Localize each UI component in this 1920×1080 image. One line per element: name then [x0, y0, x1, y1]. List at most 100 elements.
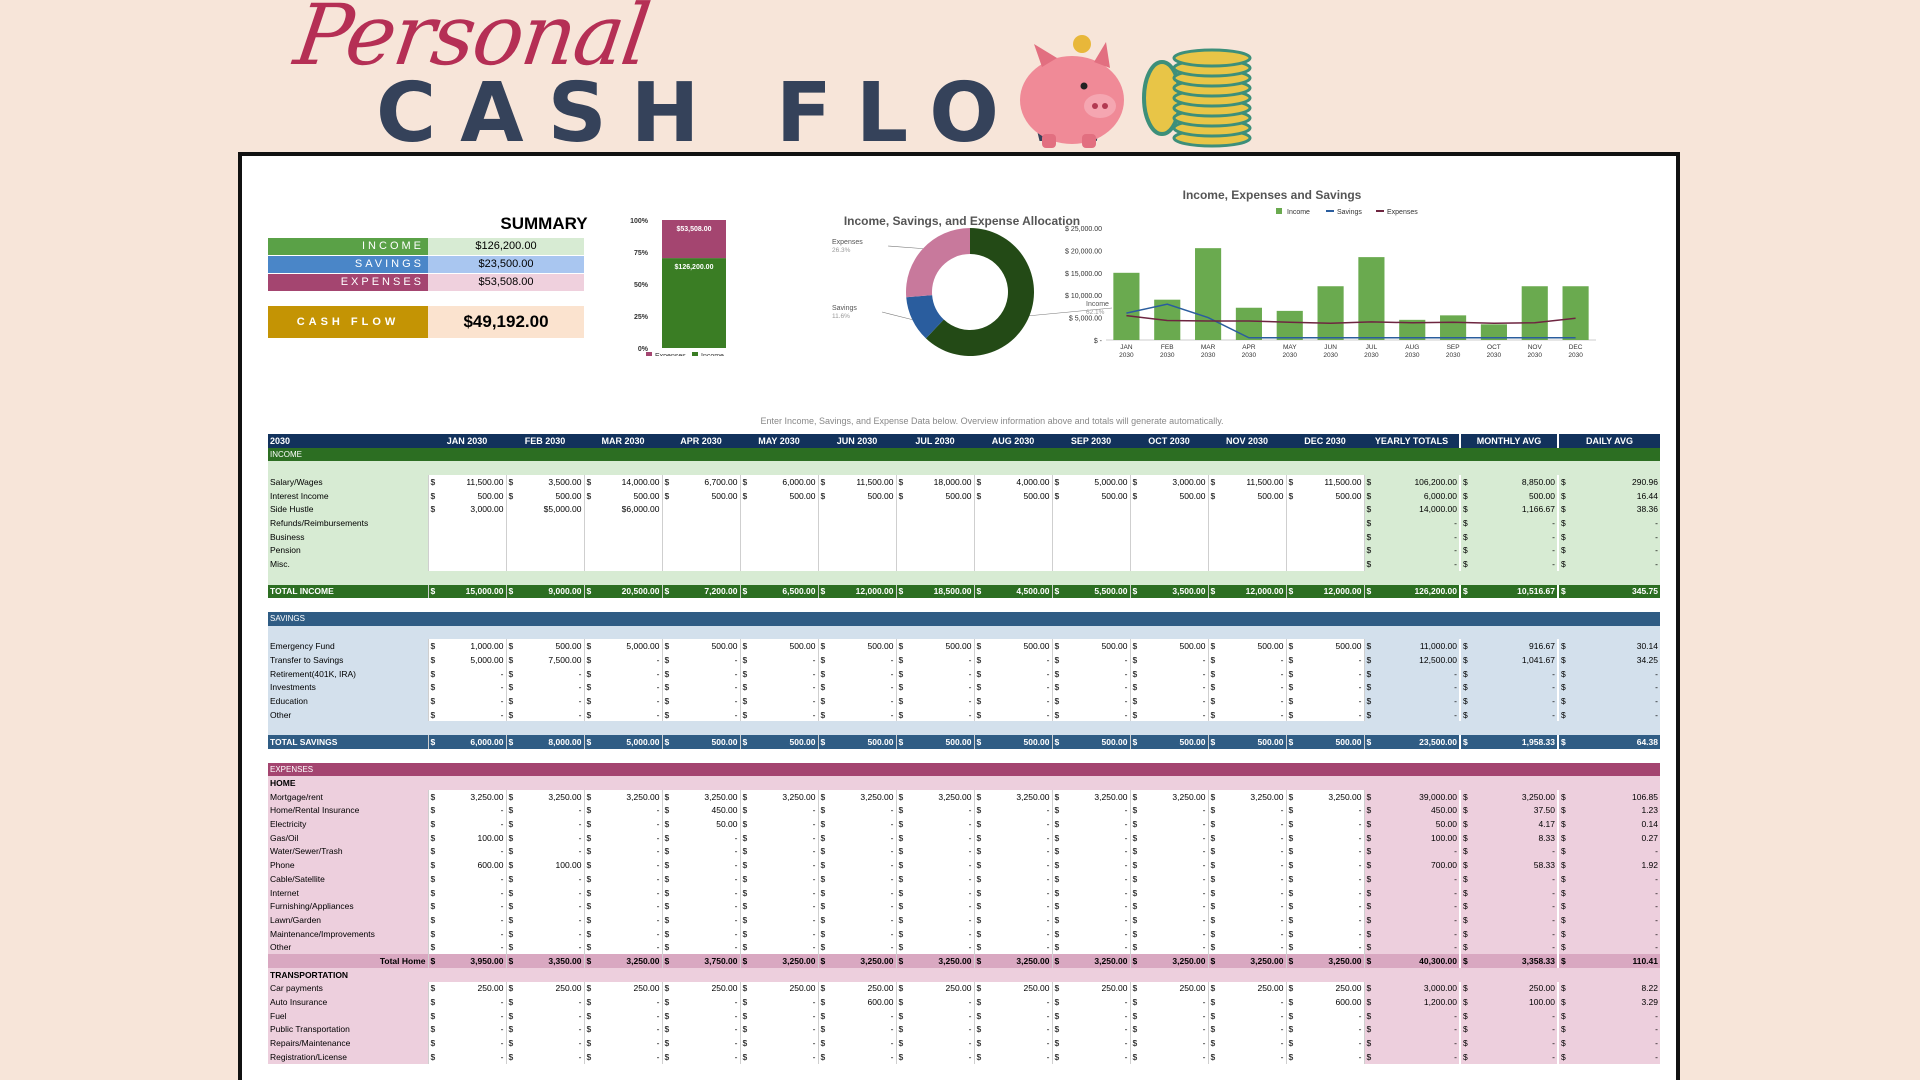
- entry-cell[interactable]: $ -: [1051, 913, 1130, 927]
- entry-cell[interactable]: $ -: [505, 1008, 584, 1023]
- entry-cell[interactable]: $ -: [505, 680, 584, 695]
- entry-cell[interactable]: [661, 529, 740, 544]
- entry-cell[interactable]: $3,000.00: [427, 502, 506, 517]
- entry-cell[interactable]: $ -: [583, 926, 662, 941]
- entry-cell[interactable]: $3,250.00: [1285, 789, 1364, 804]
- entry-cell[interactable]: $ -: [583, 666, 662, 681]
- entry-cell[interactable]: [817, 557, 896, 571]
- entry-cell[interactable]: [895, 502, 974, 517]
- entry-cell[interactable]: [895, 529, 974, 544]
- entry-cell[interactable]: [1051, 543, 1130, 558]
- entry-cell[interactable]: $500.00: [427, 488, 506, 503]
- entry-cell[interactable]: $ -: [973, 817, 1052, 831]
- entry-cell[interactable]: [1207, 502, 1286, 517]
- entry-cell[interactable]: $ -: [739, 872, 818, 886]
- entry-cell[interactable]: $ -: [583, 858, 662, 872]
- entry-cell[interactable]: $ -: [973, 1049, 1052, 1064]
- entry-cell[interactable]: [739, 557, 818, 571]
- entry-cell[interactable]: $ -: [505, 817, 584, 831]
- entry-cell[interactable]: [1129, 543, 1208, 558]
- entry-cell[interactable]: [973, 502, 1052, 517]
- entry-cell[interactable]: $ -: [1129, 680, 1208, 695]
- entry-cell[interactable]: $ -: [505, 1022, 584, 1037]
- entry-cell[interactable]: $ -: [1207, 1036, 1286, 1050]
- entry-cell[interactable]: $ -: [661, 872, 740, 886]
- entry-cell[interactable]: $ -: [973, 666, 1052, 681]
- entry-cell[interactable]: $ -: [973, 830, 1052, 845]
- entry-cell[interactable]: $50.00: [661, 817, 740, 831]
- entry-cell[interactable]: $ -: [973, 885, 1052, 900]
- entry-cell[interactable]: $18,000.00: [895, 475, 974, 489]
- entry-cell[interactable]: $ -: [817, 817, 896, 831]
- entry-cell[interactable]: $ -: [739, 1008, 818, 1023]
- entry-cell[interactable]: [583, 543, 662, 558]
- entry-cell[interactable]: $ -: [583, 899, 662, 914]
- entry-cell[interactable]: $ -: [661, 1036, 740, 1050]
- entry-cell[interactable]: $ -: [895, 680, 974, 695]
- entry-cell[interactable]: $ -: [661, 858, 740, 872]
- entry-cell[interactable]: $ -: [973, 694, 1052, 708]
- entry-cell[interactable]: $ -: [973, 1008, 1052, 1023]
- entry-cell[interactable]: $ -: [1207, 885, 1286, 900]
- entry-cell[interactable]: $ -: [1129, 995, 1208, 1009]
- entry-cell[interactable]: $3,250.00: [505, 789, 584, 804]
- entry-cell[interactable]: $250.00: [739, 981, 818, 996]
- entry-cell[interactable]: $ -: [895, 653, 974, 667]
- entry-cell[interactable]: $ -: [427, 817, 506, 831]
- entry-cell[interactable]: $ -: [1051, 817, 1130, 831]
- entry-cell[interactable]: [973, 557, 1052, 571]
- entry-cell[interactable]: $ -: [739, 680, 818, 695]
- entry-cell[interactable]: $3,250.00: [895, 789, 974, 804]
- entry-cell[interactable]: $100.00: [427, 830, 506, 845]
- entry-cell[interactable]: $ -: [1285, 803, 1364, 818]
- entry-cell[interactable]: $3,250.00: [973, 789, 1052, 804]
- entry-cell[interactable]: $ -: [973, 899, 1052, 914]
- entry-cell[interactable]: $ -: [661, 885, 740, 900]
- entry-cell[interactable]: $ -: [1129, 1022, 1208, 1037]
- entry-cell[interactable]: $ -: [739, 940, 818, 955]
- entry-cell[interactable]: $ -: [583, 707, 662, 722]
- entry-cell[interactable]: $ -: [1051, 899, 1130, 914]
- entry-cell[interactable]: $ -: [1285, 653, 1364, 667]
- entry-cell[interactable]: $ -: [817, 694, 896, 708]
- entry-cell[interactable]: $6,000.00: [739, 475, 818, 489]
- entry-cell[interactable]: $ -: [1051, 1008, 1130, 1023]
- entry-cell[interactable]: $ -: [661, 653, 740, 667]
- entry-cell[interactable]: $ -: [739, 653, 818, 667]
- entry-cell[interactable]: $ -: [817, 653, 896, 667]
- entry-cell[interactable]: $ -: [661, 666, 740, 681]
- entry-cell[interactable]: $500.00: [1207, 639, 1286, 653]
- entry-cell[interactable]: $250.00: [817, 981, 896, 996]
- entry-cell[interactable]: $ -: [1051, 694, 1130, 708]
- entry-cell[interactable]: $250.00: [1129, 981, 1208, 996]
- entry-cell[interactable]: $ -: [895, 995, 974, 1009]
- entry-cell[interactable]: $ -: [973, 872, 1052, 886]
- entry-cell[interactable]: $ -: [1129, 899, 1208, 914]
- entry-cell[interactable]: $ -: [1051, 926, 1130, 941]
- entry-cell[interactable]: $ -: [1051, 680, 1130, 695]
- entry-cell[interactable]: $5,000.00: [583, 639, 662, 653]
- entry-cell[interactable]: [817, 502, 896, 517]
- entry-cell[interactable]: $ -: [1129, 1036, 1208, 1050]
- entry-cell[interactable]: $ -: [1207, 926, 1286, 941]
- entry-cell[interactable]: $3,250.00: [661, 789, 740, 804]
- entry-cell[interactable]: $ -: [583, 694, 662, 708]
- entry-cell[interactable]: $ -: [583, 653, 662, 667]
- entry-cell[interactable]: $250.00: [1051, 981, 1130, 996]
- entry-cell[interactable]: $ -: [739, 817, 818, 831]
- entry-cell[interactable]: $ -: [427, 899, 506, 914]
- entry-cell[interactable]: $ -: [739, 694, 818, 708]
- entry-cell[interactable]: $ -: [1285, 926, 1364, 941]
- entry-cell[interactable]: $ -: [1207, 803, 1286, 818]
- entry-cell[interactable]: $ -: [583, 844, 662, 859]
- entry-cell[interactable]: $ -: [1129, 926, 1208, 941]
- entry-cell[interactable]: $500.00: [1129, 639, 1208, 653]
- entry-cell[interactable]: $ -: [1051, 1049, 1130, 1064]
- entry-cell[interactable]: $ -: [973, 940, 1052, 955]
- entry-cell[interactable]: [427, 543, 506, 558]
- entry-cell[interactable]: $ -: [583, 1036, 662, 1050]
- entry-cell[interactable]: $500.00: [739, 639, 818, 653]
- entry-cell[interactable]: $ -: [583, 1049, 662, 1064]
- entry-cell[interactable]: $ -: [583, 1008, 662, 1023]
- entry-cell[interactable]: $ -: [505, 694, 584, 708]
